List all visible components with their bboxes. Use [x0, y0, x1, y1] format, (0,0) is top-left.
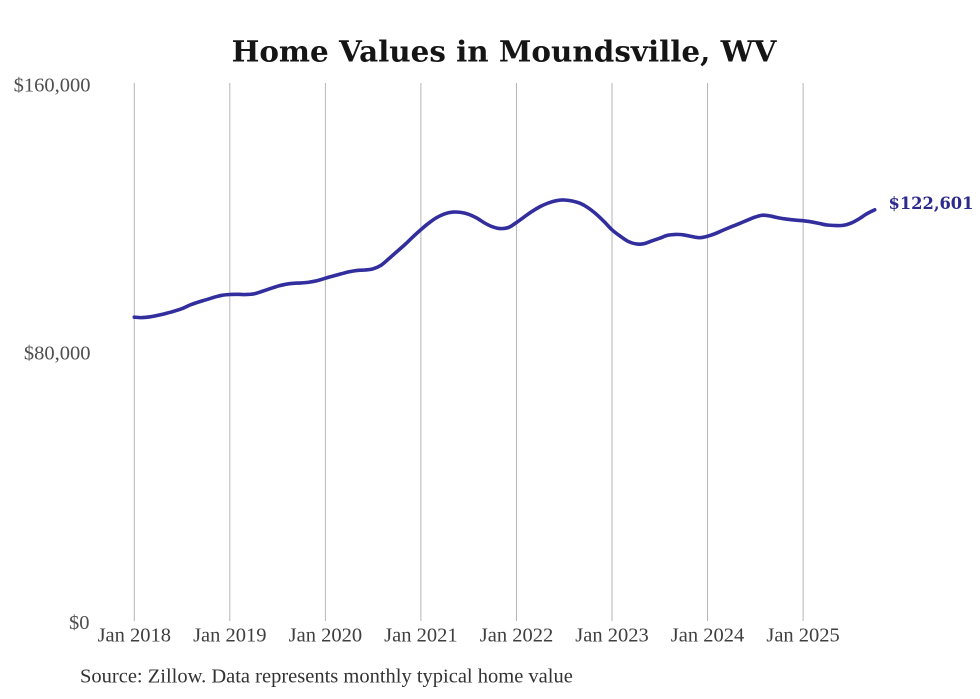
svg-text:$122,601: $122,601 — [889, 194, 974, 213]
svg-text:Home Values in Moundsville, WV: Home Values in Moundsville, WV — [232, 34, 778, 69]
svg-text:$0: $0 — [69, 612, 90, 634]
svg-text:Jan 2020: Jan 2020 — [289, 625, 362, 647]
svg-text:Jan 2019: Jan 2019 — [193, 625, 266, 647]
svg-text:$160,000: $160,000 — [14, 75, 91, 97]
svg-text:Jan 2022: Jan 2022 — [480, 625, 553, 647]
svg-text:Jan 2018: Jan 2018 — [98, 625, 171, 647]
svg-text:Source: Zillow. Data represent: Source: Zillow. Data represents monthly … — [80, 666, 573, 688]
svg-text:$80,000: $80,000 — [24, 343, 91, 365]
svg-text:Jan 2024: Jan 2024 — [671, 625, 744, 647]
svg-text:Jan 2023: Jan 2023 — [575, 625, 648, 647]
svg-text:Jan 2025: Jan 2025 — [766, 625, 839, 647]
svg-text:Jan 2021: Jan 2021 — [384, 625, 457, 647]
